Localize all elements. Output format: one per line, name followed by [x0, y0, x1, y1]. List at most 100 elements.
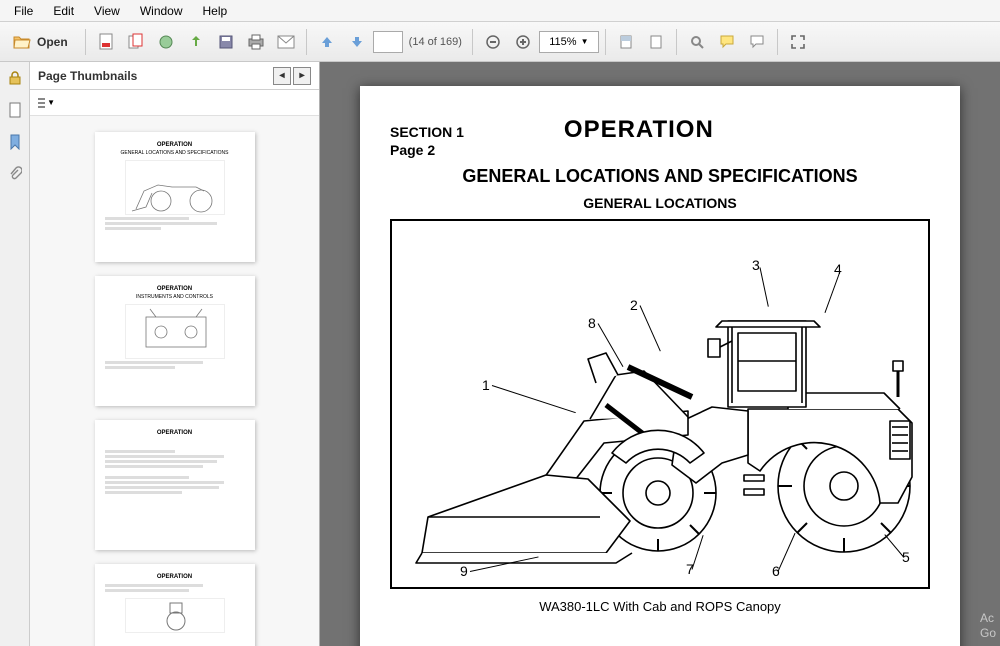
thumb-title: OPERATION	[157, 430, 192, 436]
thumb-figure	[125, 598, 225, 633]
thumbnail-page[interactable]: OPERATION	[95, 420, 255, 550]
highlight-button[interactable]	[743, 28, 771, 56]
wheel-loader-illustration	[392, 221, 930, 589]
collaborate-button[interactable]	[152, 28, 180, 56]
watermark: Ac Go	[980, 611, 996, 640]
menu-window[interactable]: Window	[130, 2, 193, 20]
open-button[interactable]: Open	[6, 28, 79, 56]
main-area: Page Thumbnails ◂ ▸ ▼ OPERATION GENERAL …	[0, 62, 1000, 646]
document-area[interactable]: SECTION 1 Page 2 OPERATION GENERAL LOCAT…	[320, 62, 1000, 646]
zoom-out-button[interactable]	[479, 28, 507, 56]
dropdown-icon: ▼	[581, 37, 589, 46]
thumb-title: OPERATION	[157, 286, 192, 292]
page-up-button[interactable]	[313, 28, 341, 56]
arrow-down-icon	[350, 35, 364, 49]
thumbnail-list[interactable]: OPERATION GENERAL LOCATIONS AND SPECIFIC…	[30, 116, 319, 646]
share-icon	[158, 34, 174, 50]
secure-button[interactable]	[182, 28, 210, 56]
page-label: Page 2	[390, 142, 464, 158]
thumbnail-page[interactable]: OPERATION GENERAL LOCATIONS AND SPECIFIC…	[95, 132, 255, 262]
save-icon	[218, 34, 234, 50]
separator	[472, 29, 473, 55]
thumb-text-lines	[105, 359, 245, 371]
menu-file[interactable]: File	[4, 2, 43, 20]
create-pdf-button[interactable]	[92, 28, 120, 56]
thumb-options-button[interactable]: ▼	[36, 93, 56, 113]
thumb-prev-button[interactable]: ◂	[273, 67, 291, 85]
email-button[interactable]	[272, 28, 300, 56]
bookmark-icon	[9, 134, 21, 150]
menu-view[interactable]: View	[84, 2, 130, 20]
plus-icon	[515, 34, 531, 50]
thumbnails-tools: ▼	[30, 90, 319, 116]
figure-frame: 128345679	[390, 219, 930, 589]
section-label: SECTION 1	[390, 124, 464, 140]
menu-help[interactable]: Help	[193, 2, 238, 20]
paperclip-icon	[8, 166, 22, 182]
separator	[777, 29, 778, 55]
zoom-in-button[interactable]	[509, 28, 537, 56]
speech-icon	[719, 34, 735, 50]
minus-icon	[485, 34, 501, 50]
page-pdf-icon	[98, 33, 114, 51]
thumb-figure	[125, 304, 225, 359]
doc-subheading: GENERAL LOCATIONS	[390, 195, 930, 211]
thumb-text-lines	[105, 582, 245, 594]
sign-button[interactable]	[212, 28, 240, 56]
upload-icon	[188, 34, 204, 50]
bookmarks-tab[interactable]	[3, 130, 27, 154]
zoom-select[interactable]: 115% ▼	[539, 31, 599, 53]
separator	[676, 29, 677, 55]
search-icon	[689, 34, 705, 50]
menu-edit[interactable]: Edit	[43, 2, 84, 20]
callout-number: 2	[630, 297, 638, 313]
print-button[interactable]	[242, 28, 270, 56]
separator	[306, 29, 307, 55]
annotation-icon	[749, 34, 765, 50]
thumb-title: OPERATION	[157, 574, 192, 580]
thumbnail-page[interactable]: OPERATION	[95, 564, 255, 646]
zoom-value-label: 115%	[549, 36, 576, 48]
fit-page-icon	[648, 34, 664, 50]
print-icon	[247, 34, 265, 50]
page-down-button[interactable]	[343, 28, 371, 56]
open-button-label: Open	[37, 35, 68, 49]
callout-number: 9	[460, 563, 468, 579]
thumb-title: OPERATION	[157, 142, 192, 148]
folder-open-icon	[13, 34, 31, 50]
attachments-tab[interactable]	[3, 162, 27, 186]
thumbnail-page[interactable]: OPERATION INSTRUMENTS AND CONTROLS	[95, 276, 255, 406]
fit-page-button[interactable]	[642, 28, 670, 56]
thumbnails-tab[interactable]	[3, 98, 27, 122]
document-page: SECTION 1 Page 2 OPERATION GENERAL LOCAT…	[360, 86, 960, 646]
doc-heading-row: SECTION 1 Page 2 OPERATION	[390, 116, 930, 158]
watermark-line: Go	[980, 626, 996, 640]
fullscreen-button[interactable]	[784, 28, 812, 56]
combine-button[interactable]	[122, 28, 150, 56]
find-button[interactable]	[683, 28, 711, 56]
doc-title: OPERATION	[564, 116, 714, 144]
page-icon	[8, 102, 22, 118]
fit-width-button[interactable]	[612, 28, 640, 56]
page-count-label: (14 of 169)	[409, 36, 462, 48]
thumbnails-panel: Page Thumbnails ◂ ▸ ▼ OPERATION GENERAL …	[30, 62, 320, 646]
thumb-text-lines	[105, 215, 245, 232]
options-icon	[37, 96, 45, 110]
menu-bar: File Edit View Window Help	[0, 0, 1000, 22]
thumb-text-lines	[105, 448, 245, 496]
pages-icon	[127, 33, 145, 51]
fit-width-icon	[618, 34, 634, 50]
comment-button[interactable]	[713, 28, 741, 56]
expand-icon	[791, 35, 805, 49]
thumb-next-button[interactable]: ▸	[293, 67, 311, 85]
thumb-subtitle: GENERAL LOCATIONS AND SPECIFICATIONS	[121, 150, 229, 156]
thumb-subtitle: INSTRUMENTS AND CONTROLS	[136, 294, 213, 300]
thumbnails-title: Page Thumbnails	[38, 69, 137, 83]
separator	[85, 29, 86, 55]
doc-subtitle: GENERAL LOCATIONS AND SPECIFICATIONS	[390, 166, 930, 187]
mail-icon	[277, 35, 295, 49]
thumbnails-header: Page Thumbnails ◂ ▸	[30, 62, 319, 90]
separator	[605, 29, 606, 55]
lock-tab[interactable]	[3, 66, 27, 90]
page-number-input[interactable]	[373, 31, 403, 53]
